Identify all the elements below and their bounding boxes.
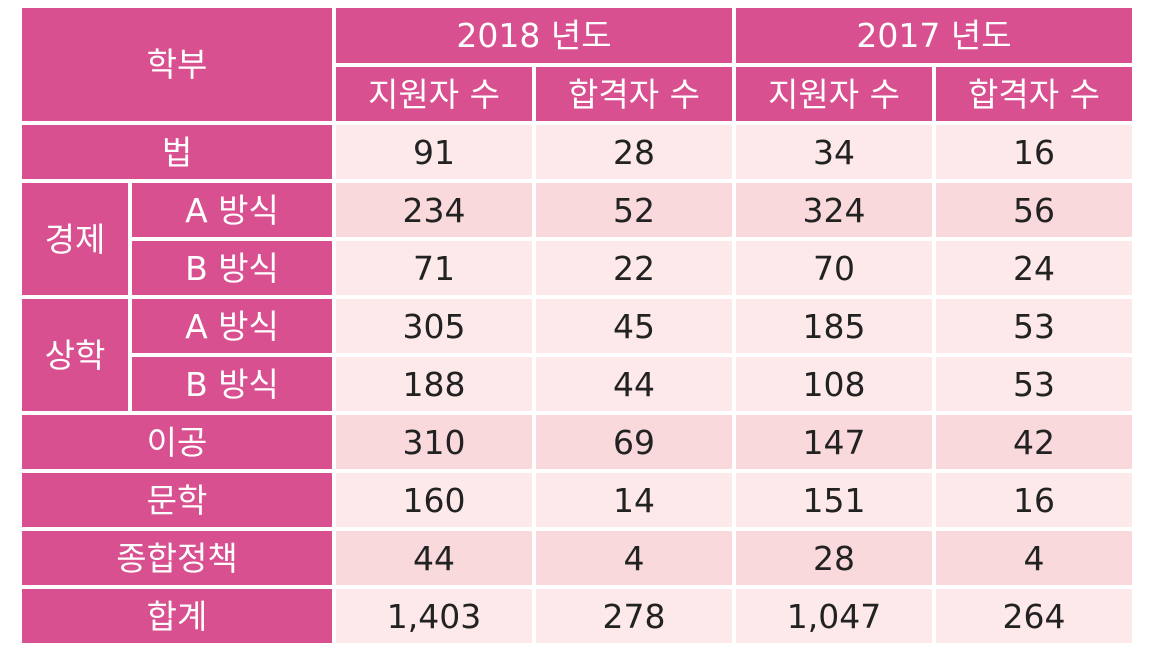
cell-2018-passed: 14	[536, 473, 732, 527]
admissions-table: 학부 2018 년도 2017 년도 지원자 수 합격자 수 지원자 수 합격자…	[18, 4, 1136, 647]
cell-2018-applicants: 91	[336, 125, 532, 179]
cell-2017-passed: 264	[936, 589, 1132, 643]
group-label: 상학	[22, 299, 128, 411]
row-label: 종합정책	[22, 531, 332, 585]
passed-header-2017: 합격자 수	[936, 67, 1132, 121]
table-row: B 방식 188 44 108 53	[22, 357, 1132, 411]
cell-2017-passed: 24	[936, 241, 1132, 295]
cell-2018-applicants: 305	[336, 299, 532, 353]
cell-2017-applicants: 108	[736, 357, 932, 411]
cell-2018-applicants: 1,403	[336, 589, 532, 643]
year-2018-header: 2018 년도	[336, 8, 732, 63]
row-label: 합계	[22, 589, 332, 643]
cell-2018-applicants: 310	[336, 415, 532, 469]
cell-2018-passed: 52	[536, 183, 732, 237]
cell-2018-applicants: 44	[336, 531, 532, 585]
year-2017-header: 2017 년도	[736, 8, 1132, 63]
cell-2018-passed: 4	[536, 531, 732, 585]
cell-2017-passed: 42	[936, 415, 1132, 469]
cell-2017-applicants: 324	[736, 183, 932, 237]
cell-2018-applicants: 71	[336, 241, 532, 295]
row-label: A 방식	[132, 299, 332, 353]
cell-2017-passed: 53	[936, 299, 1132, 353]
cell-2018-passed: 45	[536, 299, 732, 353]
cell-2018-passed: 22	[536, 241, 732, 295]
dept-header: 학부	[22, 8, 332, 121]
cell-2018-applicants: 234	[336, 183, 532, 237]
row-label: B 방식	[132, 241, 332, 295]
cell-2017-passed: 56	[936, 183, 1132, 237]
row-label: 이공	[22, 415, 332, 469]
cell-2017-applicants: 70	[736, 241, 932, 295]
passed-header-2018: 합격자 수	[536, 67, 732, 121]
cell-2018-applicants: 188	[336, 357, 532, 411]
table-row: B 방식 71 22 70 24	[22, 241, 1132, 295]
table-row: 경제 A 방식 234 52 324 56	[22, 183, 1132, 295]
cell-2018-passed: 28	[536, 125, 732, 179]
row-label: B 방식	[132, 357, 332, 411]
row-label: A 방식	[132, 183, 332, 237]
table-row: 이공 310 69 147 42	[22, 415, 1132, 469]
cell-2017-applicants: 147	[736, 415, 932, 469]
table-row: 문학 160 14 151 16	[22, 473, 1132, 527]
cell-2017-applicants: 34	[736, 125, 932, 179]
cell-2017-applicants: 151	[736, 473, 932, 527]
applicants-header-2018: 지원자 수	[336, 67, 532, 121]
cell-2017-applicants: 185	[736, 299, 932, 353]
cell-2017-applicants: 28	[736, 531, 932, 585]
cell-2017-passed: 16	[936, 125, 1132, 179]
table-row: 종합정책 44 4 28 4	[22, 531, 1132, 585]
row-label: 법	[22, 125, 332, 179]
cell-2018-passed: 69	[536, 415, 732, 469]
applicants-header-2017: 지원자 수	[736, 67, 932, 121]
table-row: 상학 A 방식 305 45 185 53	[22, 299, 1132, 411]
table-row: 법 91 28 34 16	[22, 125, 1132, 179]
cell-2017-passed: 4	[936, 531, 1132, 585]
group-label: 경제	[22, 183, 128, 295]
cell-2018-passed: 278	[536, 589, 732, 643]
cell-2017-applicants: 1,047	[736, 589, 932, 643]
row-label: 문학	[22, 473, 332, 527]
cell-2018-applicants: 160	[336, 473, 532, 527]
cell-2018-passed: 44	[536, 357, 732, 411]
cell-2017-passed: 53	[936, 357, 1132, 411]
cell-2017-passed: 16	[936, 473, 1132, 527]
table-row: 합계 1,403 278 1,047 264	[22, 589, 1132, 643]
